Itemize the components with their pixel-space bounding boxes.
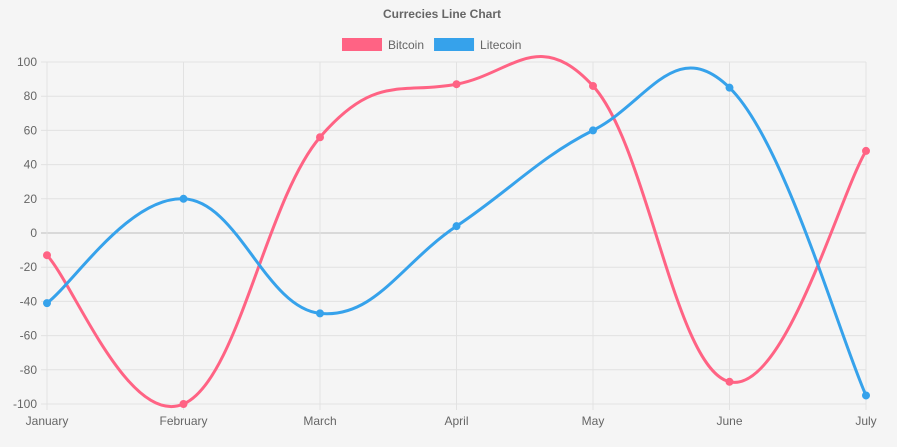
x-tick-label: March: [303, 414, 336, 428]
litecoin-point: [316, 309, 324, 318]
litecoin-point: [589, 126, 597, 135]
bitcoin-point: [179, 400, 188, 408]
bitcoin-point: [725, 377, 734, 386]
y-tick-label: -60: [20, 329, 38, 343]
x-tick-label: February: [159, 414, 207, 428]
litecoin-point: [452, 222, 461, 231]
bitcoin-point: [316, 133, 324, 142]
y-tick-label: 80: [24, 89, 38, 103]
x-tick-label: May: [582, 414, 605, 428]
y-tick-label: 20: [24, 192, 38, 206]
y-tick-label: -20: [20, 260, 38, 274]
legend: Bitcoin Litecoin: [342, 38, 521, 52]
bitcoin-point: [452, 80, 461, 89]
chart-title: Currecies Line Chart: [383, 7, 501, 21]
litecoin-point: [43, 299, 51, 308]
y-axis: 100 80 60 40 20 0 -20 -40 -60 -80 -100: [13, 55, 37, 411]
x-tick-label: April: [444, 414, 468, 428]
litecoin-point: [862, 391, 870, 400]
legend-swatch-litecoin: [434, 38, 475, 51]
y-tick-label: -80: [20, 363, 38, 377]
litecoin-point: [725, 83, 734, 92]
y-tick-label: 60: [24, 123, 38, 137]
legend-swatch-bitcoin: [342, 38, 382, 51]
series-litecoin: [43, 66, 870, 400]
legend-label-litecoin: Litecoin: [480, 38, 521, 52]
bitcoin-point: [589, 81, 597, 90]
y-tick-label: 100: [17, 55, 37, 69]
y-tick-label: -100: [13, 397, 37, 411]
series-layer: [43, 55, 870, 409]
series-bitcoin: [43, 55, 870, 409]
x-axis: January February March April May June July: [26, 414, 877, 428]
y-tick-label: -40: [20, 294, 38, 308]
bitcoin-point: [862, 146, 870, 155]
grid: [41, 61, 867, 410]
x-tick-label: January: [26, 414, 69, 428]
litecoin-point: [179, 194, 188, 203]
legend-label-bitcoin: Bitcoin: [388, 38, 424, 52]
bitcoin-point: [43, 251, 51, 260]
y-tick-label: 0: [30, 226, 37, 240]
y-tick-label: 40: [24, 158, 38, 172]
x-tick-label: June: [716, 414, 742, 428]
x-tick-label: July: [855, 414, 876, 428]
